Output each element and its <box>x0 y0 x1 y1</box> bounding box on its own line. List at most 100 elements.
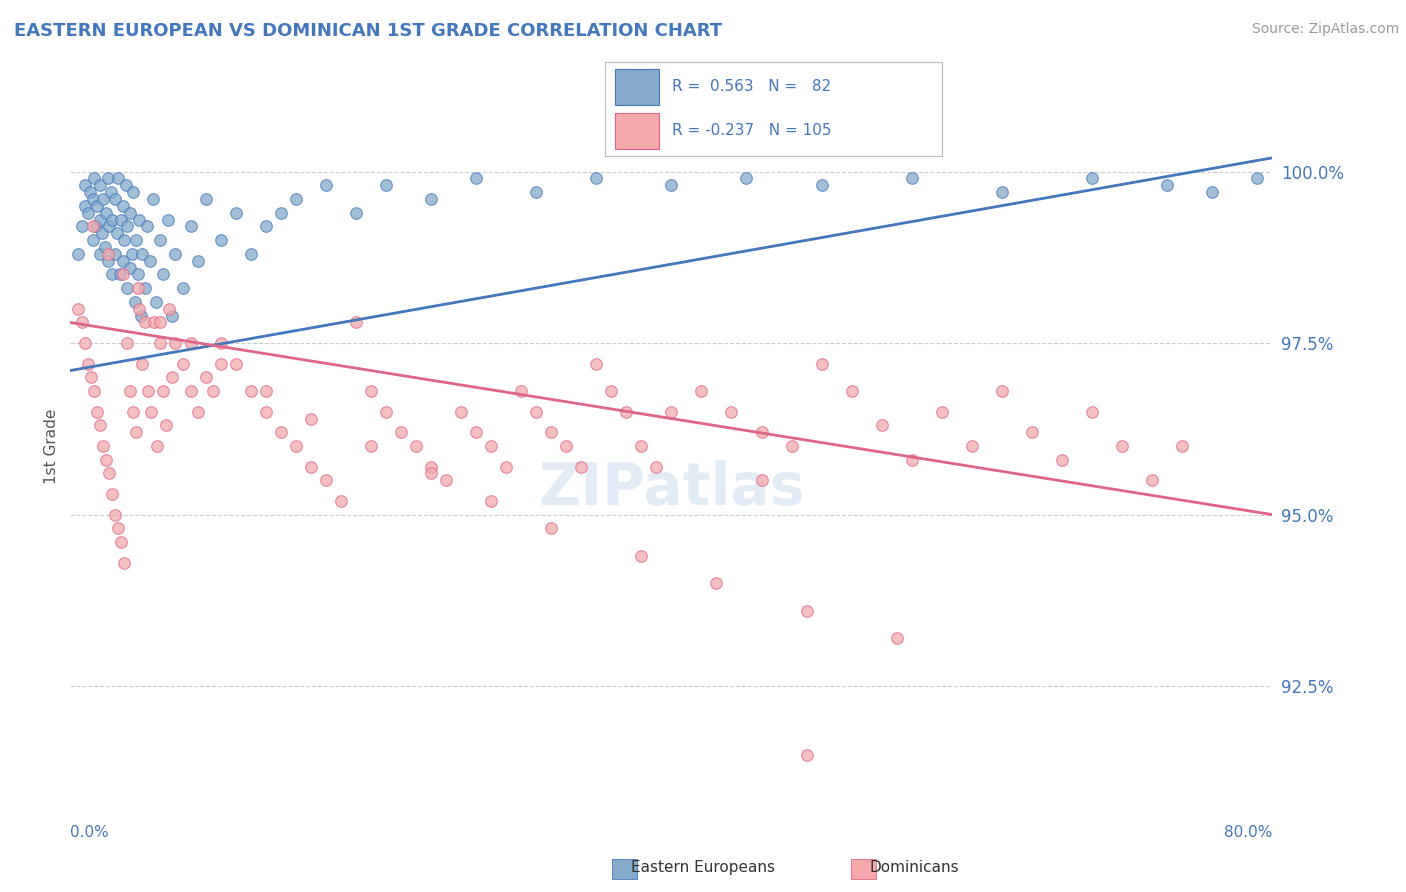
Point <box>108 268 131 282</box>
Point <box>89 418 111 433</box>
Point <box>389 425 412 440</box>
Point <box>141 405 163 419</box>
Point <box>143 316 166 330</box>
Point <box>254 384 277 398</box>
Point <box>145 294 167 309</box>
Point <box>120 205 142 219</box>
Point <box>991 185 1014 199</box>
Point <box>121 247 143 261</box>
Point <box>225 205 247 219</box>
Point <box>540 425 562 440</box>
Point <box>960 439 983 453</box>
Point <box>83 384 105 398</box>
Point <box>751 425 773 440</box>
Point <box>72 219 94 234</box>
Point <box>149 233 172 247</box>
Point <box>1156 178 1178 193</box>
Point <box>142 192 165 206</box>
Point <box>180 384 202 398</box>
Y-axis label: 1st Grade: 1st Grade <box>44 409 59 483</box>
Text: Dominicans: Dominicans <box>869 860 959 874</box>
Point <box>82 192 104 206</box>
Point <box>101 212 124 227</box>
Point <box>254 405 277 419</box>
Point <box>585 357 607 371</box>
Point <box>75 336 97 351</box>
Point <box>661 178 683 193</box>
Point <box>75 199 97 213</box>
Point <box>329 494 352 508</box>
Point <box>128 212 150 227</box>
Point <box>1142 473 1164 487</box>
Point <box>111 253 134 268</box>
Point <box>540 521 562 535</box>
Point <box>107 521 129 535</box>
Point <box>555 439 578 453</box>
Point <box>194 192 217 206</box>
Point <box>239 247 262 261</box>
Point <box>1201 185 1223 199</box>
Point <box>98 467 121 481</box>
Point <box>420 467 443 481</box>
Point <box>146 439 169 453</box>
Text: Eastern Europeans: Eastern Europeans <box>631 860 775 874</box>
Point <box>270 205 292 219</box>
Point <box>172 281 194 295</box>
Point <box>162 370 184 384</box>
Point <box>117 281 139 295</box>
Point <box>139 253 162 268</box>
Point <box>131 247 153 261</box>
Point <box>315 178 337 193</box>
Point <box>149 336 172 351</box>
Point <box>209 233 232 247</box>
Point <box>127 281 149 295</box>
Point <box>96 205 118 219</box>
Point <box>180 336 202 351</box>
Point <box>122 405 145 419</box>
Point <box>479 494 502 508</box>
Point <box>94 240 117 254</box>
Point <box>405 439 427 453</box>
Point <box>104 192 127 206</box>
Point <box>97 253 120 268</box>
Point <box>796 604 818 618</box>
Point <box>110 535 132 549</box>
Point <box>225 357 247 371</box>
Point <box>360 439 382 453</box>
Text: 80.0%: 80.0% <box>1225 825 1272 839</box>
Bar <box>614 69 658 104</box>
Point <box>735 171 758 186</box>
Point <box>105 227 128 241</box>
Point <box>645 459 668 474</box>
Point <box>465 171 488 186</box>
Point <box>614 405 637 419</box>
Point <box>115 178 138 193</box>
Point <box>89 212 111 227</box>
Point <box>86 405 108 419</box>
Point <box>152 384 174 398</box>
Point <box>96 452 118 467</box>
Point <box>202 384 225 398</box>
Point <box>479 439 502 453</box>
Point <box>374 178 396 193</box>
Point <box>93 192 115 206</box>
Point <box>1021 425 1043 440</box>
Point <box>751 473 773 487</box>
Point <box>810 178 832 193</box>
Point <box>77 205 100 219</box>
Point <box>284 439 307 453</box>
Point <box>209 357 232 371</box>
Point <box>706 576 728 591</box>
Text: R = -0.237   N = 105: R = -0.237 N = 105 <box>672 123 831 138</box>
Point <box>101 487 124 501</box>
Bar <box>614 113 658 149</box>
Point <box>128 301 150 316</box>
Point <box>136 219 159 234</box>
Point <box>152 268 174 282</box>
Point <box>125 425 148 440</box>
Point <box>84 219 107 234</box>
Text: EASTERN EUROPEAN VS DOMINICAN 1ST GRADE CORRELATION CHART: EASTERN EUROPEAN VS DOMINICAN 1ST GRADE … <box>14 22 723 40</box>
Point <box>870 418 893 433</box>
Point <box>1171 439 1194 453</box>
Point <box>450 405 472 419</box>
